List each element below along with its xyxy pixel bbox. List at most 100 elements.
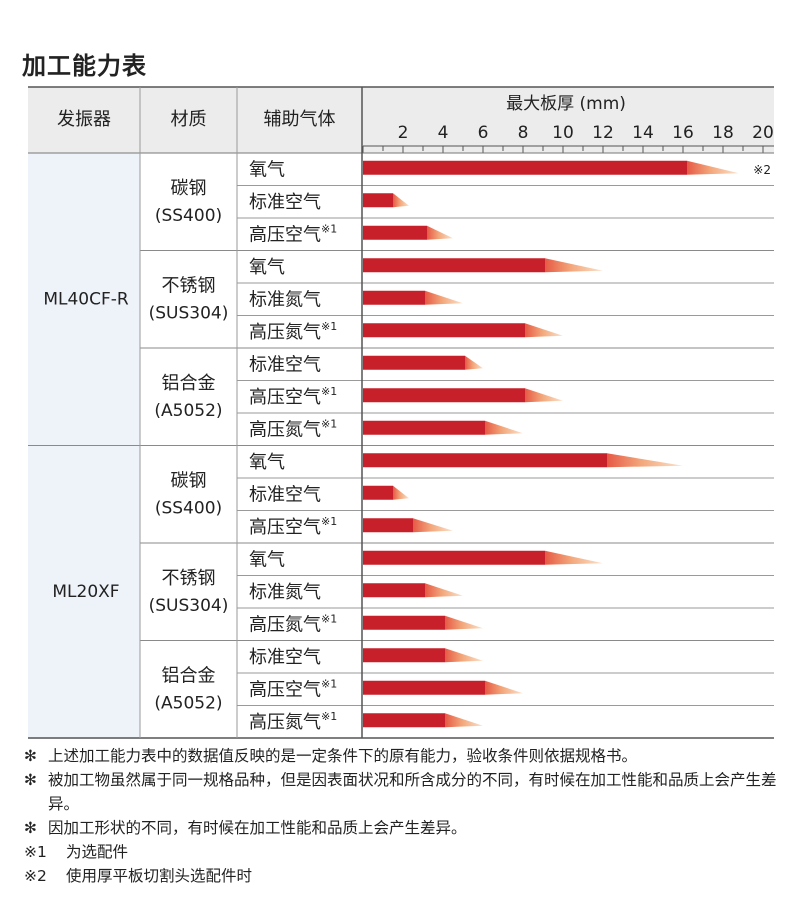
thickness-bar (363, 388, 525, 403)
thickness-bar (363, 550, 545, 565)
gas-label: 高压氮气※1 (249, 319, 337, 343)
gas-label: 标准空气 (249, 647, 321, 668)
material-code: (A5052) (154, 401, 222, 421)
x-tick-label: 14 (632, 123, 654, 143)
thickness-bar-taper (545, 258, 603, 273)
thickness-bar-taper (687, 160, 739, 175)
note-text: 为选配件 (66, 843, 129, 861)
thickness-bar (363, 420, 485, 435)
note-item: ※1 为选配件 (24, 840, 784, 864)
x-tick-label: 6 (478, 123, 489, 143)
thickness-bar (363, 713, 445, 728)
note-text: 使用厚平板切割头选配件时 (66, 867, 253, 885)
note-item: ✻ 上述加工能力表中的数据值反映的是一定条件下的原有能力，验收条件则依据规格书。 (24, 744, 784, 768)
header-assist-gas: 辅助气体 (264, 109, 336, 130)
x-tick-label: 12 (592, 123, 614, 143)
gas-label: 氧气 (249, 549, 285, 570)
note-item: ✻ 被加工物虽然属于同一规格品种，但是因表面状况和所含成分的不同，有时候在加工性能… (24, 768, 784, 816)
thickness-bar (363, 160, 687, 175)
material-name: 碳钢 (171, 178, 207, 199)
note-mark: ※1 (24, 843, 47, 861)
material-name: 不锈钢 (162, 568, 216, 589)
material-code: (SS400) (155, 498, 222, 518)
thickness-bar-taper (445, 648, 483, 663)
thickness-bar-taper (607, 453, 683, 468)
thickness-bar (363, 225, 427, 240)
x-tick-label: 20 (752, 123, 774, 143)
thickness-bar-taper (425, 583, 463, 598)
gas-label: 高压空气※1 (249, 384, 337, 408)
x-tick-label: 10 (552, 123, 574, 143)
thickness-bar-taper (445, 615, 483, 630)
footnote-mark-1: ※1 (321, 384, 337, 397)
gas-label: 氧气 (249, 159, 285, 180)
thickness-bar (363, 323, 525, 338)
thickness-bar-taper (525, 388, 563, 403)
footnote-mark-1: ※1 (321, 677, 337, 690)
gas-label: 标准空气 (249, 484, 321, 505)
header-oscillator: 发振器 (57, 109, 111, 130)
gas-label: 高压氮气※1 (249, 709, 337, 733)
capability-table-chart: 发振器 材质 辅助气体 最大板厚 (mm) 2 4 6 8 10 12 14 16 18 20 氧气 ※2 标准… (28, 86, 774, 739)
gas-label: 高压空气※1 (249, 222, 337, 246)
thickness-bar (363, 680, 485, 695)
gas-label: 氧气 (249, 452, 285, 473)
thickness-bar (363, 615, 445, 630)
thickness-bar-taper (465, 355, 483, 370)
note-item: ✻ 因加工形状的不同，有时候在加工性能和品质上会产生差异。 (24, 816, 784, 840)
thickness-bar-taper (425, 290, 463, 305)
material-name: 铝合金 (162, 373, 216, 394)
material-code: (SUS304) (149, 303, 229, 323)
gas-label: 标准空气 (249, 192, 321, 213)
x-tick-label: 4 (438, 123, 449, 143)
gas-label: 高压空气※1 (249, 514, 337, 538)
oscillator-name: ML20XF (52, 582, 119, 602)
page-title: 加工能力表 (22, 52, 147, 80)
gas-label: 高压氮气※1 (249, 612, 337, 636)
note-text: 因加工形状的不同，有时候在加工性能和品质上会产生差异。 (48, 819, 467, 837)
material-code: (SS400) (155, 206, 222, 226)
thickness-bar (363, 258, 545, 273)
thickness-bar-taper (485, 420, 523, 435)
note-text: 被加工物虽然属于同一规格品种，但是因表面状况和所含成分的不同，有时候在加工性能和… (48, 771, 777, 813)
gas-label: 高压氮气※1 (249, 417, 337, 441)
footnote-mark-1: ※1 (321, 612, 337, 625)
thickness-bar (363, 583, 425, 598)
gas-label: 氧气 (249, 257, 285, 278)
x-tick-label: 18 (712, 123, 734, 143)
footnote-mark-1: ※1 (321, 709, 337, 722)
thickness-bar (363, 648, 445, 663)
note-mark: ✻ (24, 771, 37, 789)
thickness-bar-taper (427, 225, 453, 240)
notes: ✻ 上述加工能力表中的数据值反映的是一定条件下的原有能力，验收条件则依据规格书。 ✻… (24, 744, 784, 888)
footnote-mark-1: ※1 (321, 222, 337, 235)
thickness-bar (363, 290, 425, 305)
chart-title: 最大板厚 (mm) (506, 94, 626, 114)
thickness-bar (363, 485, 393, 500)
material-code: (SUS304) (149, 596, 229, 616)
thickness-bar-taper (445, 713, 483, 728)
material-name: 碳钢 (171, 470, 207, 491)
material-name: 铝合金 (162, 665, 216, 686)
note-text: 上述加工能力表中的数据值反映的是一定条件下的原有能力，验收条件则依据规格书。 (48, 747, 638, 765)
thickness-bar-taper (413, 518, 453, 533)
thickness-bar-taper (545, 550, 603, 565)
footnote-mark-1: ※1 (321, 514, 337, 527)
thickness-bar-taper (525, 323, 563, 338)
header-material: 材质 (171, 109, 207, 130)
material-code: (A5052) (154, 693, 222, 713)
note-mark: ※2 (24, 867, 47, 885)
x-tick-label: 16 (672, 123, 694, 143)
gas-label: 标准氮气 (249, 289, 321, 310)
thickness-bar (363, 453, 607, 468)
x-tick-label: 2 (398, 123, 409, 143)
thickness-bar-taper (393, 193, 409, 208)
thickness-bar (363, 355, 465, 370)
gas-label: 高压空气※1 (249, 677, 337, 701)
footnote-mark-1: ※1 (321, 417, 337, 430)
footnote-mark-2: ※2 (753, 163, 771, 177)
material-name: 不锈钢 (162, 275, 216, 296)
thickness-bar (363, 193, 393, 208)
footnote-mark-1: ※1 (321, 319, 337, 332)
note-mark: ✻ (24, 819, 37, 837)
